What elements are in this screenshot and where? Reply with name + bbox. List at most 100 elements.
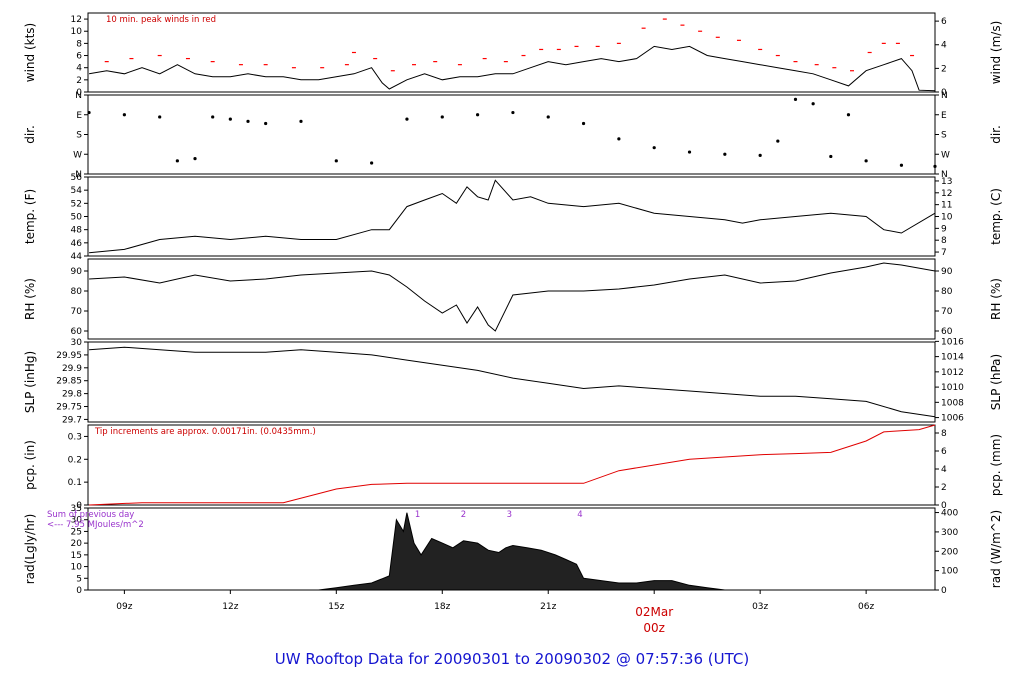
slp-right-tick-label: 1008 <box>941 398 964 408</box>
wind-left-tick-label: 10 <box>71 27 83 37</box>
rad-marker-label: 2 <box>461 510 466 520</box>
date-label: 02Mar <box>635 605 673 619</box>
dir-left-tick-label: N <box>75 91 82 101</box>
dir-left-tick-label: W <box>73 150 82 160</box>
panel-wind: 0 2 4 6 8 10 12 0 2 4 6 wind (kts) wind (m/s) 10 min.… <box>23 12 1003 98</box>
x-tick-label: 06z <box>858 602 874 612</box>
x-tick-label: 03z <box>752 602 768 612</box>
wind-series <box>89 45 936 92</box>
dir-point <box>758 153 762 157</box>
slp-right-tick-label: 1006 <box>941 414 964 424</box>
wind-left-tick-label: 6 <box>76 52 82 62</box>
dir-point <box>899 163 904 167</box>
rad-sum-label: <--- 7.95 MJoules/m^2 <box>47 520 144 530</box>
temp-right-tick-label: 13 <box>941 177 952 187</box>
rh-left-tick-label: 80 <box>71 287 83 297</box>
temp-left-tick-label: 54 <box>71 186 83 196</box>
temp-right-tick-label: 9 <box>941 224 947 234</box>
dir-point <box>211 115 215 119</box>
temp-left-tick-label: 52 <box>71 199 82 209</box>
x-tick-label: 21z <box>540 602 556 612</box>
rad-marker-label: 4 <box>577 510 582 520</box>
panel-temp: 44 46 48 50 52 54 56 7 8 910 11 12 13 temp. (F) temp. … <box>23 173 1003 262</box>
dir-left-label: dir. <box>23 125 37 144</box>
dir-point <box>793 97 798 101</box>
dir-point <box>933 164 937 168</box>
pcp-right-tick-label: 8 <box>941 429 947 439</box>
dir-point <box>334 159 338 163</box>
rad-left-tick-label: 15 <box>71 551 82 561</box>
rad-left-tick-label: 30 <box>71 516 83 526</box>
panel-pcp: 0 0.1 0.2 0.3 0 2 4 6 8 pcp. (in) pcp. (mm) Tip inc… <box>23 424 1003 511</box>
slp-left-tick-label: 29.7 <box>62 415 82 425</box>
temp-left-tick-label: 44 <box>71 252 83 262</box>
temp-left-tick-label: 46 <box>71 239 83 249</box>
wind-left-tick-label: 8 <box>76 39 82 49</box>
temp-frame <box>87 176 936 257</box>
dir-left-tick-label: E <box>76 111 82 121</box>
rad-left-tick-label: 10 <box>71 563 83 573</box>
dir-point <box>475 113 480 117</box>
wind-right-tick-label: 2 <box>941 64 947 74</box>
rad-right-tick-label: 400 <box>941 509 958 519</box>
rh-left-label: RH (%) <box>23 278 37 320</box>
dir-point <box>122 113 126 117</box>
rad-series <box>89 512 935 591</box>
wind-left-label: wind (kts) <box>23 23 37 82</box>
wind-frame <box>87 12 936 93</box>
wind-note: 10 min. peak winds in red <box>106 15 216 25</box>
dir-left-tick-label: S <box>76 131 82 141</box>
dir-point <box>846 113 851 117</box>
dir-point <box>370 161 374 165</box>
rad-right-label: rad (W/m^2) <box>989 510 1003 588</box>
dir-point <box>193 157 197 161</box>
temp-right-tick-label: 12 <box>941 189 952 199</box>
rad-marker-label: 3 <box>507 510 512 520</box>
wind-left-tick-label: 12 <box>71 15 82 25</box>
dir-point <box>87 110 91 115</box>
rad-left-tick-label: 25 <box>71 527 82 537</box>
dir-point <box>723 152 727 156</box>
rad-right-tick-label: 300 <box>941 528 958 538</box>
rh-series <box>89 262 936 332</box>
dir-right-tick-label: W <box>941 150 950 160</box>
rh-left-tick-label: 70 <box>71 307 83 317</box>
x-tick-label: 15z <box>328 602 344 612</box>
slp-left-label: SLP (inHg) <box>23 351 37 413</box>
slp-right-label: SLP (hPa) <box>989 354 1003 410</box>
wind-right-tick-label: 4 <box>941 41 947 51</box>
slp-right-tick-label: 1012 <box>941 368 964 378</box>
pcp-left-tick-label: 0.3 <box>68 432 82 442</box>
slp-series <box>89 346 936 418</box>
wind-right-label: wind (m/s) <box>989 21 1003 85</box>
temp-left-tick-label: 56 <box>71 173 83 183</box>
rad-left-tick-label: 35 <box>71 504 82 514</box>
pcp-note: Tip increments are approx. 0.00171in. (0… <box>94 427 316 437</box>
dir-point <box>811 102 815 106</box>
time-axis: 09z 12z 15z 18z 21z 00z 03z 06z 02Mar <box>116 590 874 635</box>
x-tick-label: 00z <box>643 621 665 635</box>
rh-right-label: RH (%) <box>989 278 1003 320</box>
rad-left-tick-label: 0 <box>76 586 82 596</box>
dir-right-tick-label: E <box>941 111 947 121</box>
dir-point <box>246 119 250 123</box>
dir-frame <box>87 94 936 175</box>
temp-right-tick-label: 7 <box>941 248 947 258</box>
dir-point <box>617 137 621 141</box>
rh-right-tick-label: 70 <box>941 307 953 317</box>
x-tick-label: 18z <box>434 602 450 612</box>
dir-point <box>228 117 232 121</box>
rad-sum-label: Sum of previous day <box>47 510 134 520</box>
pcp-right-tick-label: 0 <box>941 501 947 511</box>
rad-right-tick-label: 100 <box>941 567 958 577</box>
pcp-right-tick-label: 4 <box>941 465 947 475</box>
pcp-right-tick-label: 6 <box>941 447 947 457</box>
slp-right-tick-label: 1010 <box>941 383 964 393</box>
dir-point <box>652 146 656 150</box>
wind-left-tick-label: 4 <box>76 64 82 74</box>
dir-point <box>687 150 692 154</box>
dir-right-tick-label: N <box>941 91 948 101</box>
